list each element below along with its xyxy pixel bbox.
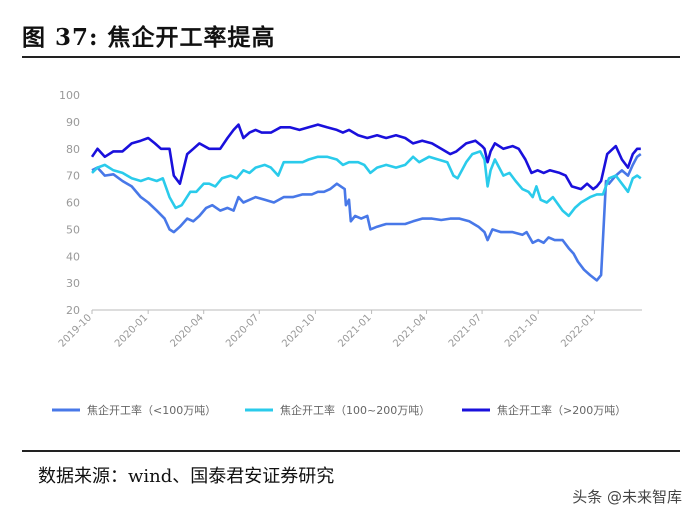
y-tick-label: 40 (66, 250, 80, 263)
x-tick-label: 2020-10 (280, 312, 317, 349)
watermark: 头条 @未来智库 (572, 488, 682, 506)
y-tick-label: 60 (66, 197, 80, 210)
x-tick-label: 2021-10 (503, 312, 540, 349)
x-tick-label: 2020-04 (168, 312, 205, 349)
x-tick-label: 2021-07 (447, 312, 484, 349)
top-rule (22, 56, 680, 58)
source-note: 数据来源：wind、国泰君安证券研究 (38, 466, 335, 487)
series-line-1 (91, 150, 642, 218)
series-line-0 (91, 153, 642, 282)
x-tick-label: 2021-04 (391, 312, 428, 349)
y-tick-label: 50 (66, 223, 80, 236)
series-line-2 (90, 123, 641, 191)
y-tick-label: 30 (66, 277, 80, 290)
y-tick-label: 100 (59, 89, 80, 102)
x-tick-label: 2019-10 (57, 312, 94, 349)
figure-title: 图 37: 焦企开工率提高 (22, 24, 276, 51)
y-tick-label: 80 (66, 143, 80, 156)
y-tick-label: 20 (66, 304, 80, 317)
x-tick-label: 2022-01 (559, 312, 596, 349)
bottom-rule (22, 450, 680, 452)
x-tick-label: 2020-07 (224, 312, 261, 349)
y-tick-label: 90 (66, 116, 80, 129)
legend-label-2: 焦企开工率（>200万吨） (497, 403, 626, 417)
x-tick-label: 2021-01 (336, 312, 373, 349)
legend-label-1: 焦企开工率（100~200万吨） (280, 403, 430, 417)
y-tick-label: 70 (66, 170, 80, 183)
line-chart: 20 30 40 50 60 70 80 90 100 2019-10 2020-01 2020-04… (52, 89, 642, 417)
legend-label-0: 焦企开工率（<100万吨） (87, 403, 216, 417)
x-tick-label: 2020-01 (113, 312, 150, 349)
